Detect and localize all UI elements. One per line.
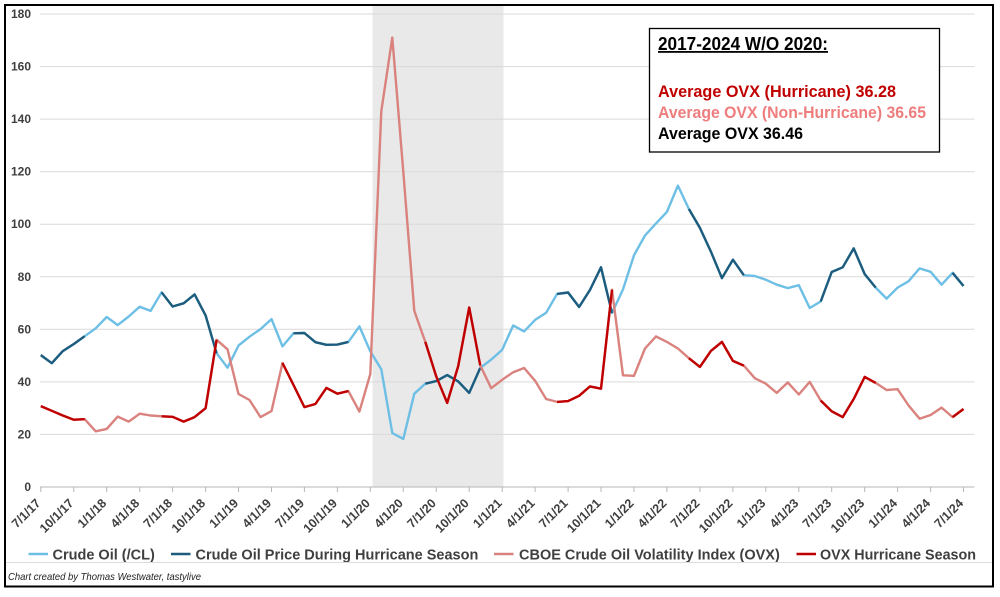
svg-text:140: 140 bbox=[11, 112, 31, 126]
svg-text:Chart created by Thomas Westwa: Chart created by Thomas Westwater, tasty… bbox=[8, 571, 201, 583]
svg-text:CBOE Crude Oil Volatility Inde: CBOE Crude Oil Volatility Index (OVX) bbox=[519, 548, 780, 564]
svg-text:100: 100 bbox=[11, 217, 31, 231]
svg-text:0: 0 bbox=[24, 480, 31, 494]
svg-text:Crude Oil Price During Hurrica: Crude Oil Price During Hurricane Season bbox=[196, 548, 479, 564]
svg-text:Average OVX (Hurricane) 36.28: Average OVX (Hurricane) 36.28 bbox=[658, 83, 896, 101]
svg-text:120: 120 bbox=[11, 165, 31, 179]
svg-text:OVX Hurricane Season: OVX Hurricane Season bbox=[820, 548, 976, 564]
svg-text:60: 60 bbox=[18, 322, 32, 336]
svg-text:180: 180 bbox=[11, 7, 31, 21]
svg-text:80: 80 bbox=[18, 270, 32, 284]
svg-text:40: 40 bbox=[18, 375, 32, 389]
svg-text:Crude Oil (/CL): Crude Oil (/CL) bbox=[53, 548, 155, 564]
svg-text:Average OVX 36.46: Average OVX 36.46 bbox=[658, 125, 803, 143]
svg-text:20: 20 bbox=[18, 427, 32, 441]
svg-text:160: 160 bbox=[11, 60, 31, 74]
svg-text:Average OVX (Non-Hurricane) 36: Average OVX (Non-Hurricane) 36.65 bbox=[658, 104, 926, 122]
svg-text:2017-2024 W/O 2020:: 2017-2024 W/O 2020: bbox=[658, 34, 828, 54]
